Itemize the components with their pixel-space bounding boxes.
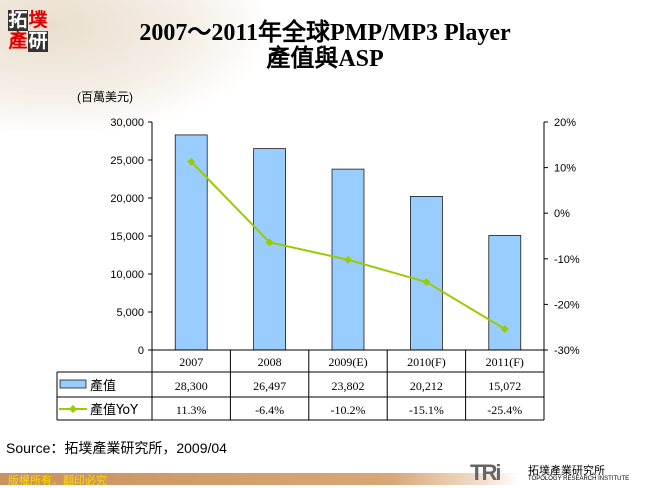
copyright: 版權所有．翻印必究 [8, 475, 107, 487]
chart-title: 2007～2011年全球PMP/MP3 Player 產值與ASP [0, 20, 650, 72]
title-line-1: 2007～2011年全球PMP/MP3 Player [139, 20, 511, 46]
category-label: 2011(F) [486, 355, 524, 369]
yoy-value-label: -6.4% [255, 403, 284, 417]
yoy-point-2009(E) [344, 255, 352, 264]
bar-value-label: 28,300 [175, 379, 208, 393]
category-label: 2010(F) [407, 355, 446, 369]
y2-tick-label: 10% [554, 163, 576, 175]
y2-tick-label: 0% [554, 208, 570, 220]
y2-tick-label: 20% [554, 117, 576, 129]
footer-bar: 版權所有．翻印必究 [0, 473, 650, 487]
y-tick-label: 5,000 [116, 307, 144, 319]
map-background [0, 0, 260, 130]
brand-logo: TRi 拓墣產業研究所 TOPOLOGY RESEARCH INSTITUTE [470, 460, 630, 485]
category-label: 2008 [258, 355, 282, 369]
yoy-value-label: 11.3% [176, 403, 207, 417]
source-note: Source：拓墣產業研究所，2009/04 [6, 440, 227, 456]
yoy-point-2010(F) [422, 278, 431, 287]
legend-line-marker [69, 405, 77, 413]
y-tick-label: 25,000 [110, 155, 144, 167]
bar-value-label: 23,802 [332, 379, 365, 393]
yoy-value-label: -15.1% [409, 403, 444, 417]
yoy-point-2011(F) [500, 325, 509, 334]
category-label: 2009(E) [328, 355, 367, 369]
bar-2007 [174, 134, 208, 351]
legend-bar-label: 產值 [90, 378, 116, 394]
yoy-point-2007 [187, 157, 196, 166]
y-tick-label: 20,000 [110, 193, 144, 205]
bar-value-label: 26,497 [253, 379, 286, 393]
y-tick-label: 15,000 [110, 231, 144, 243]
y-tick-label: 0 [138, 345, 144, 357]
legend-line-label: 產值YoY [90, 402, 138, 418]
y-tick-label: 30,000 [110, 117, 144, 129]
legend-bar-swatch [59, 379, 87, 389]
category-label: 2007 [179, 355, 203, 369]
y-axis-unit: (百萬美元) [77, 90, 133, 104]
bar-value-label: 20,212 [410, 379, 443, 393]
y2-tick-label: -30% [554, 345, 580, 357]
title-line-2: 產值與ASP [266, 46, 384, 72]
y2-tick-label: -10% [554, 254, 580, 266]
bar-value-label: 15,072 [488, 379, 521, 393]
yoy-value-label: -10.2% [331, 403, 366, 417]
y-tick-label: 10,000 [110, 269, 144, 281]
logo: 拓墣產研 [8, 9, 48, 52]
yoy-point-2008 [265, 238, 274, 247]
bar-2008 [253, 148, 286, 351]
yoy-value-label: -25.4% [487, 403, 522, 417]
y2-tick-label: -20% [554, 299, 580, 311]
bar-2010(F) [410, 196, 443, 351]
